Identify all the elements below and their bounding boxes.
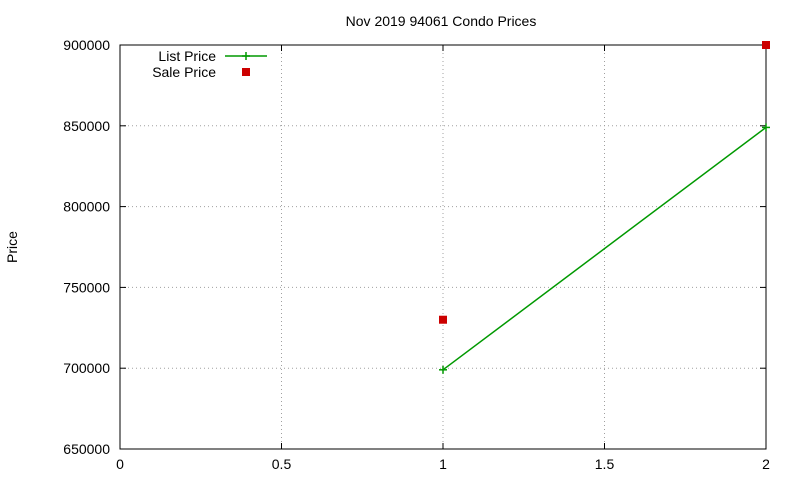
y-axis-label: Price [4, 231, 20, 263]
chart-title: Nov 2019 94061 Condo Prices [346, 13, 537, 29]
list-price-point [762, 123, 770, 132]
sale-price-point [439, 315, 447, 324]
x-tick-label: 1.5 [595, 456, 615, 472]
y-tick-label: 850000 [63, 118, 110, 134]
legend-label-sale-price: Sale Price [152, 64, 216, 80]
y-tick-label: 650000 [63, 441, 110, 457]
y-tick-label: 800000 [63, 199, 110, 215]
legend-marker-list-price [242, 52, 250, 60]
y-tick-label: 700000 [63, 360, 110, 376]
grid [120, 45, 766, 449]
x-tick-label: 1 [439, 456, 447, 472]
list-price-line [442, 126, 767, 371]
sale-price-point [762, 41, 770, 49]
legend-label-list-price: List Price [158, 48, 216, 64]
axis-ticks: 0 0.5 1 1.5 2 650000 700000 750000 800000 850000 9… [63, 37, 770, 472]
series [439, 41, 770, 374]
legend-marker-sale-price [242, 68, 250, 76]
list-price-point [439, 365, 447, 374]
y-tick-label: 900000 [63, 37, 110, 53]
x-tick-label: 2 [762, 456, 770, 472]
x-tick-label: 0 [116, 456, 124, 472]
x-tick-label: 0.5 [272, 456, 292, 472]
y-tick-label: 750000 [63, 279, 110, 295]
